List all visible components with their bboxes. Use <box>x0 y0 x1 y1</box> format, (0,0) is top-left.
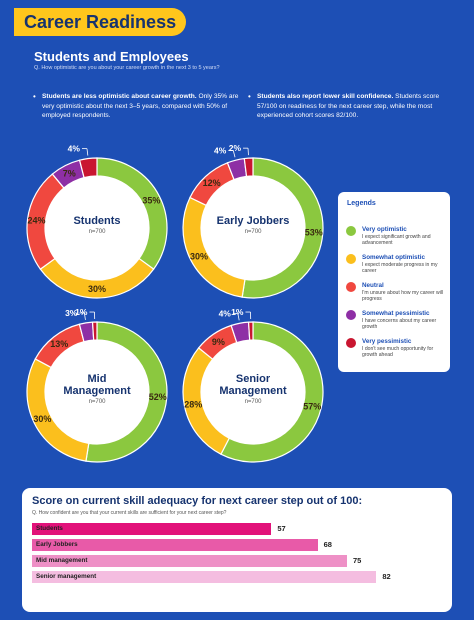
legend-title: Legends <box>347 200 376 207</box>
bar: Students 57 <box>32 523 286 535</box>
donut-title: Management <box>63 385 131 397</box>
legend-desc: I expect significant growth and advancem… <box>362 234 431 247</box>
leader-line <box>237 313 240 321</box>
bullet-2-text: Students score 57/100 on readiness for t… <box>257 93 440 120</box>
donut-center <box>45 176 149 280</box>
legend-swatch <box>346 254 356 264</box>
slice-label: 57% <box>303 401 321 411</box>
bar-label: Early Jobbers <box>36 541 78 548</box>
slice-label: 3% <box>65 308 78 318</box>
donut-subtitle: n=700 <box>245 229 263 235</box>
bar: Early Jobbers 68 <box>32 539 332 551</box>
bullet-1-text: Only 35% are very optimistic about the n… <box>42 93 239 120</box>
slice-label: 53% <box>305 228 323 238</box>
donut-title: Mid <box>88 373 107 385</box>
legend-desc: I have concerns about my career growth <box>362 318 437 331</box>
legend-label: Very pessimistic <box>362 338 412 345</box>
bar-value: 82 <box>382 572 391 581</box>
legend-label: Somewhat optimistic <box>362 254 425 261</box>
slice-label: 52% <box>149 392 167 402</box>
bullet-2-bold: Students also report lower skill confide… <box>257 93 394 100</box>
slice-label: 30% <box>190 251 208 261</box>
bullet-1-bold: Students are less optimistic about caree… <box>42 93 197 100</box>
donut-slice <box>247 321 254 341</box>
bar: Senior management 82 <box>32 571 391 583</box>
section-question: Q. How optimistic are you about your car… <box>34 65 220 71</box>
bullet-1: • Students are less optimistic about car… <box>33 92 242 121</box>
leader-line <box>83 312 86 320</box>
skill-score-panel: Score on current skill adequacy for next… <box>22 488 452 612</box>
slice-label: 7% <box>63 169 76 179</box>
slice-label: 24% <box>27 215 45 225</box>
donut-title: Students <box>73 215 120 227</box>
bar-label: Students <box>36 525 63 532</box>
donut-center <box>45 340 149 444</box>
slice-label: 35% <box>142 195 160 205</box>
slice-label: 12% <box>203 178 221 188</box>
slice-label: 4% <box>219 308 232 318</box>
slice-label: 30% <box>88 284 106 294</box>
bullet-2: • Students also report lower skill confi… <box>248 92 457 121</box>
page-title: Career Readiness <box>24 12 177 32</box>
bar-label: Senior management <box>36 573 97 580</box>
slice-label: 30% <box>33 414 51 424</box>
donut-slice <box>241 157 324 299</box>
bar-chart-title: Score on current skill adequacy for next… <box>32 495 363 507</box>
bar-value: 75 <box>353 556 362 565</box>
legend-desc: I don't see much opportunity for growth … <box>362 346 434 359</box>
donut-title: Early Jobbers <box>217 215 290 227</box>
donut-center <box>201 176 305 280</box>
bar-value: 57 <box>277 524 286 533</box>
legend-swatch <box>346 310 356 320</box>
legend-swatch <box>346 338 356 348</box>
bullet-dot-icon: • <box>248 92 251 101</box>
donut-slice <box>78 157 98 179</box>
bullet-dot-icon: • <box>33 92 36 101</box>
donut-slice <box>243 157 254 178</box>
slice-label: 1% <box>75 307 88 317</box>
slice-label: 9% <box>212 337 225 347</box>
legend-desc: I expect moderate progress in my career <box>362 262 438 275</box>
donut-subtitle: n=700 <box>89 399 107 405</box>
bar-chart-question: Q. How confident are you that your curre… <box>32 510 227 516</box>
legend-label: Somewhat pessimistic <box>362 310 430 317</box>
section-title: Students and Employees <box>34 49 189 64</box>
donut-title: Senior <box>236 373 271 385</box>
bar-label: Mid management <box>36 557 88 564</box>
slice-label: 4% <box>68 144 81 154</box>
slice-label: 2% <box>229 143 242 153</box>
legend-box: Legends Very optimistic I expect signifi… <box>338 192 450 372</box>
slice-label: 28% <box>184 399 202 409</box>
legend-label: Neutral <box>362 282 384 289</box>
donut-slice <box>85 321 168 463</box>
legend-label: Very optimistic <box>362 226 407 233</box>
slice-label: 4% <box>214 145 227 155</box>
donut-slice <box>220 321 324 463</box>
donut-subtitle: n=700 <box>245 399 263 405</box>
donut-slice <box>91 321 98 341</box>
slice-label: 1% <box>231 307 244 317</box>
donut-center <box>201 340 305 444</box>
legend-swatch <box>346 282 356 292</box>
legend-swatch <box>346 226 356 236</box>
header-banner: Career Readiness <box>14 8 186 36</box>
bar-value: 68 <box>323 540 332 549</box>
leader-line <box>86 148 89 156</box>
bar: Mid management 75 <box>32 555 361 567</box>
donut-title: Management <box>219 385 287 397</box>
leader-line <box>232 150 236 158</box>
donut-subtitle: n=700 <box>89 229 107 235</box>
slice-label: 13% <box>50 339 68 349</box>
legend-desc: I'm unsure about how my career will prog… <box>362 290 444 303</box>
